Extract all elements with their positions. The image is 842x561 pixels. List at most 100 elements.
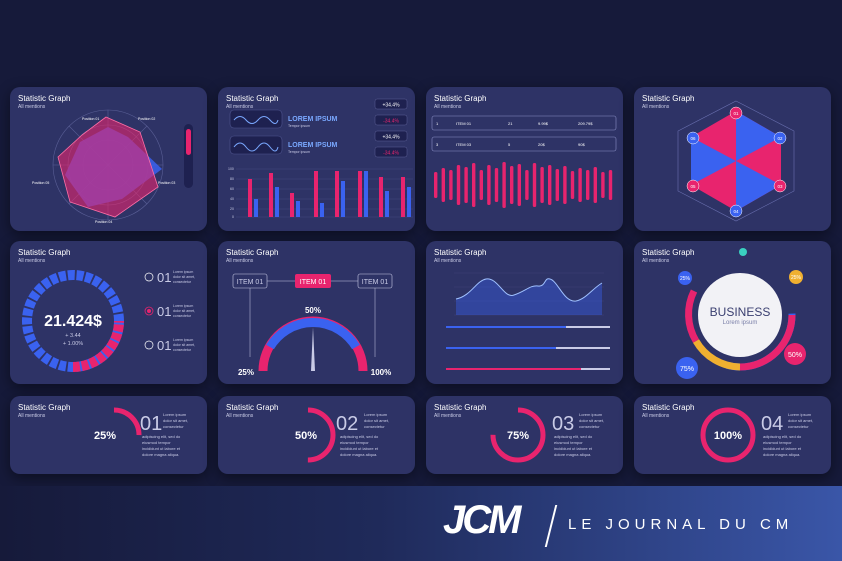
panel-subtitle: All mentions [642, 413, 670, 419]
donut-value: 21.424$ [44, 313, 102, 330]
panel-subtitle: All mentions [642, 104, 670, 110]
svg-text:dolor sit amet,: dolor sit amet, [364, 418, 389, 423]
svg-text:80: 80 [230, 177, 234, 181]
svg-text:dolor sit amet,: dolor sit amet, [788, 418, 813, 423]
panel-subtitle: All mentions [18, 104, 46, 110]
pink-bar [449, 170, 453, 200]
svg-text:eiusmod tempor: eiusmod tempor [340, 440, 369, 445]
pink-bar [555, 169, 559, 201]
business-panel: Statistic Graph All mentions BUSINESS Lo… [634, 241, 831, 384]
item-label: ITEM 01 [362, 279, 389, 286]
pink-bar [510, 166, 514, 204]
svg-text:04: 04 [761, 413, 783, 435]
item-label: ITEM 01 [237, 279, 264, 286]
pink-bar [532, 163, 537, 207]
svg-text:+ 1.00%: + 1.00% [63, 341, 83, 347]
item-label: ITEM 01 [300, 279, 327, 286]
pink-bar [593, 167, 597, 203]
panel-title: Statistic Graph [226, 94, 279, 103]
wave-chart [446, 272, 610, 370]
svg-text:Lorem ipsum: Lorem ipsum [163, 412, 187, 417]
hexagon-panel: Statistic Graph All mentions 01 02 03 04… [634, 87, 831, 231]
panel-subtitle: All mentions [642, 258, 670, 264]
svg-text:Lorem ipsum: Lorem ipsum [788, 412, 812, 417]
panel-title: Statistic Graph [226, 248, 279, 257]
panel-subtitle: All mentions [226, 258, 254, 264]
pink-bars [434, 162, 613, 208]
svg-text:50%: 50% [305, 306, 321, 315]
svg-text:consectetur: consectetur [163, 424, 184, 429]
footer-banner [0, 486, 842, 561]
svg-text:01: 01 [157, 304, 171, 319]
svg-text:60: 60 [230, 187, 234, 191]
svg-text:05: 05 [690, 184, 696, 189]
svg-text:incididunt ut labore et: incididunt ut labore et [340, 446, 379, 451]
svg-text:01: 01 [140, 413, 162, 435]
panel-subtitle: All mentions [18, 413, 46, 419]
svg-text:90$: 90$ [578, 142, 585, 147]
svg-text:Lorem ipsum: Lorem ipsum [579, 412, 603, 417]
pink-bar [608, 170, 613, 200]
hexagon-chart: 01 02 03 04 05 06 [677, 100, 795, 222]
radio-option[interactable] [144, 272, 154, 282]
option-list: 01 01 01 Lorem ipsum dolor sit amet, con… [144, 270, 195, 353]
svg-text:adipiscing elit, sed do: adipiscing elit, sed do [142, 434, 181, 439]
svg-text:1: 1 [436, 121, 439, 126]
badges: +34.4% -34.4% +34.4% -34.4% [374, 98, 408, 158]
pink-bar [570, 171, 575, 199]
pink-bar [502, 162, 506, 208]
radio-option[interactable] [144, 340, 154, 350]
table-row: 1 ITEM 01 21 9.99$ 209.79$ 3 ITEM 03 5 20$ 9… [436, 121, 593, 147]
radar-label: Position 02 [138, 117, 155, 121]
lorem-title: LOREM IPSUM [288, 142, 338, 149]
svg-text:Lorem ipsum: Lorem ipsum [364, 412, 388, 417]
svg-text:Lorem ipsum: Lorem ipsum [173, 304, 193, 308]
svg-text:dolore magna aliqua.: dolore magna aliqua. [340, 452, 377, 457]
svg-text:5: 5 [508, 142, 511, 147]
pink-bar [540, 167, 544, 203]
panel-title: Statistic Graph [18, 248, 71, 257]
svg-text:Lorem ipsum: Lorem ipsum [723, 320, 758, 326]
svg-text:incididunt ut labore et: incididunt ut labore et [763, 446, 802, 451]
progress-pct: 75% [507, 430, 529, 442]
radio-option[interactable] [144, 306, 154, 316]
radar-panel: Statistic Graph All mentions Position 01… [10, 87, 207, 231]
radar-chart: Position 01 Position 02 Position 03 Posi… [32, 109, 193, 224]
panel-title: Statistic Graph [18, 403, 71, 412]
footer-tagline: LE JOURNAL DU CM [568, 516, 794, 533]
svg-text:eiusmod tempor: eiusmod tempor [763, 440, 792, 445]
pink-bar [586, 170, 590, 200]
svg-text:25%: 25% [791, 275, 802, 281]
svg-text:dolor sit amet,: dolor sit amet, [173, 275, 195, 279]
svg-text:Lorem ipsum: Lorem ipsum [173, 338, 193, 342]
svg-text:209.79$: 209.79$ [578, 121, 593, 126]
svg-text:consectetur: consectetur [788, 424, 809, 429]
panel-title: Statistic Graph [642, 403, 695, 412]
progress-card: Statistic Graph All mentions 50% 02 Lore… [218, 396, 415, 474]
svg-text:consectetur: consectetur [173, 314, 192, 318]
svg-text:dolor sit amet,: dolor sit amet, [579, 418, 604, 423]
panel-subtitle: All mentions [226, 104, 254, 110]
panel-title: Statistic Graph [434, 94, 487, 103]
line-chart-panel: Statistic Graph All mentions [426, 241, 623, 384]
pink-bar [517, 164, 521, 206]
pink-bar [441, 168, 445, 202]
svg-text:02: 02 [777, 136, 783, 141]
panel-title: Statistic Graph [226, 403, 279, 412]
donut-panel: Statistic Graph All mentions 21.424$ + 3… [10, 241, 207, 384]
svg-text:03: 03 [552, 413, 574, 435]
svg-text:adipiscing elit, sed do: adipiscing elit, sed do [340, 434, 379, 439]
svg-text:eiusmod tempor: eiusmod tempor [142, 440, 171, 445]
bar-chart-panel: Statistic Graph All mentions LOREM IPSUM… [218, 87, 415, 231]
gauge-chart: ITEM 01 ITEM 01 ITEM 01 50% 25% 100% [232, 273, 393, 377]
bar-series [248, 171, 411, 217]
svg-text:consectetur: consectetur [173, 348, 192, 352]
svg-text:adipiscing elit, sed do: adipiscing elit, sed do [554, 434, 593, 439]
svg-text:40: 40 [230, 197, 234, 201]
svg-text:adipiscing elit, sed do: adipiscing elit, sed do [763, 434, 802, 439]
